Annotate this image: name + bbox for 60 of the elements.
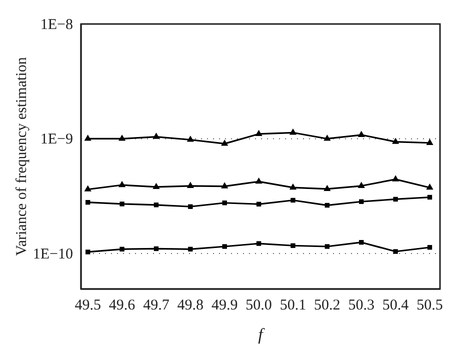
y-tick-label: 1E−10 — [32, 246, 73, 262]
point — [188, 204, 193, 209]
point — [120, 202, 124, 206]
point — [152, 132, 160, 139]
y-tick-label: 1E−9 — [40, 132, 73, 148]
point — [393, 249, 398, 254]
point — [289, 128, 297, 135]
point — [154, 246, 159, 252]
point — [186, 182, 194, 188]
x-tick-label: 50.5 — [416, 298, 443, 314]
point — [427, 245, 432, 250]
point — [188, 246, 193, 252]
x-tick-label: 49.8 — [177, 298, 204, 314]
point — [324, 184, 331, 192]
point — [290, 198, 296, 203]
point — [222, 244, 227, 249]
x-tick-label: 50.3 — [348, 298, 374, 314]
point — [324, 244, 330, 249]
point — [255, 177, 262, 184]
point — [154, 202, 159, 208]
x-tick-label: 49.7 — [143, 298, 170, 314]
point — [358, 130, 365, 137]
y-tick-label: 1E−8 — [40, 16, 73, 33]
point — [118, 134, 126, 141]
point — [289, 183, 297, 190]
x-axis-title: f — [258, 325, 266, 344]
x-tick-label: 49.5 — [74, 298, 101, 314]
point — [324, 134, 331, 141]
point — [392, 138, 400, 144]
point — [426, 183, 434, 190]
x-tick-label: 49.9 — [211, 298, 238, 314]
y-axis-title: Variance of frequency estimation — [14, 56, 30, 256]
point — [85, 250, 90, 254]
point — [256, 241, 262, 246]
point — [84, 134, 92, 141]
point — [427, 194, 432, 200]
point — [256, 202, 262, 206]
point — [358, 182, 365, 188]
x-tick-label: 50.4 — [382, 298, 410, 314]
point — [120, 246, 124, 252]
point — [393, 196, 398, 202]
point — [186, 136, 194, 142]
x-tick-label: 50.2 — [314, 298, 340, 314]
point — [359, 240, 364, 245]
point — [324, 202, 330, 208]
point — [426, 138, 434, 145]
point — [118, 180, 126, 188]
point — [222, 200, 227, 206]
x-tick-label: 50.1 — [280, 298, 306, 314]
x-tick-label: 49.6 — [108, 298, 136, 314]
point — [359, 199, 364, 204]
point — [85, 200, 90, 205]
x-tick-label: 50.0 — [246, 298, 272, 314]
point — [221, 140, 228, 146]
point — [152, 182, 160, 189]
point — [392, 175, 400, 182]
point — [221, 182, 228, 188]
point — [290, 243, 296, 248]
point — [84, 185, 92, 192]
point — [255, 130, 262, 136]
